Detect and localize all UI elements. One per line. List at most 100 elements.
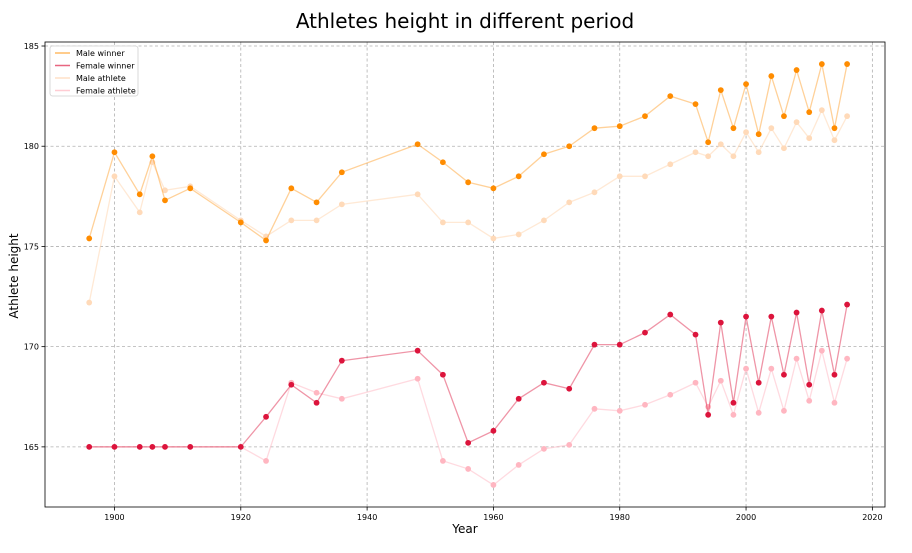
data-point [566,441,573,448]
data-point [439,371,446,378]
x-tick-label: 2000 [736,513,756,522]
x-tick-label: 1940 [357,513,377,522]
data-point [730,125,737,132]
y-axis-label: Athlete height [7,233,21,318]
data-point [465,466,472,472]
data-point [263,458,269,464]
data-point [793,355,800,362]
data-point [768,313,775,320]
legend: Male winner Female winner Male athlete Fema… [49,45,139,97]
data-point [793,119,800,126]
data-point [591,189,598,196]
data-point [490,482,497,488]
legend-label: Male winner [76,49,125,58]
y-tick-label: 175 [24,242,39,251]
data-point [414,141,421,148]
data-point [730,153,737,160]
data-point [162,197,168,204]
data-point [692,149,699,156]
data-point [187,443,194,450]
data-point [844,113,851,120]
data-point [515,173,522,180]
data-point [338,395,345,402]
legend-label: Male athlete [76,74,126,83]
data-point [111,443,118,450]
data-point [263,237,269,244]
data-point [149,443,156,450]
data-point [515,462,522,468]
data-point [717,377,724,384]
data-point [755,379,762,386]
data-point [237,219,244,226]
data-point [465,219,472,226]
data-point [642,401,648,408]
data-point [566,143,573,150]
data-point [515,395,522,402]
data-point [730,411,737,418]
data-point [591,405,598,412]
data-point [439,458,446,464]
data-point [743,365,749,372]
data-point [86,443,93,450]
data-point [667,311,674,318]
data-point [541,379,547,386]
data-point [149,159,156,166]
data-point [781,113,787,120]
data-point [263,233,269,240]
data-point [806,397,813,404]
x-tick-label: 1900 [104,513,124,522]
data-point [591,125,598,132]
data-point [844,61,851,67]
data-point [439,159,446,166]
data-point [616,123,623,130]
data-point [692,331,699,338]
data-point [642,113,648,120]
data-point [566,385,573,392]
chart-title: Athletes height in different period [296,9,634,33]
data-point [86,235,93,242]
data-point [667,93,674,100]
data-point [831,371,838,378]
data-point [414,191,421,198]
data-point [162,187,168,194]
data-point [288,217,295,224]
data-point [768,73,775,79]
data-point [768,365,775,372]
data-point [566,199,573,206]
data-point [755,409,762,416]
data-point [490,427,497,434]
data-point [743,313,749,320]
data-point [616,407,623,414]
data-point [705,411,712,418]
data-point [793,67,800,73]
data-point [149,153,156,160]
data-point [642,173,648,180]
data-point [541,445,547,452]
data-point [667,161,674,168]
data-point [705,153,712,160]
data-point [439,219,446,226]
data-point [313,389,320,396]
x-tick-label: 1920 [231,513,251,522]
y-tick-label: 180 [24,142,39,151]
x-axis-label: Year [451,522,477,536]
data-point [616,341,623,348]
legend-label: Female winner [76,62,135,71]
data-point [705,403,712,410]
data-point [111,149,118,156]
data-point [818,107,825,114]
data-point [490,235,497,242]
data-point [806,109,813,116]
data-point [806,381,813,388]
data-point [136,443,143,450]
x-tick-label: 2020 [862,513,882,522]
data-point [781,407,787,414]
data-point [743,129,749,136]
data-point [263,413,269,420]
data-point [111,173,118,180]
data-point [136,209,143,216]
data-point [313,217,320,224]
data-point [692,379,699,386]
data-point [717,87,724,94]
